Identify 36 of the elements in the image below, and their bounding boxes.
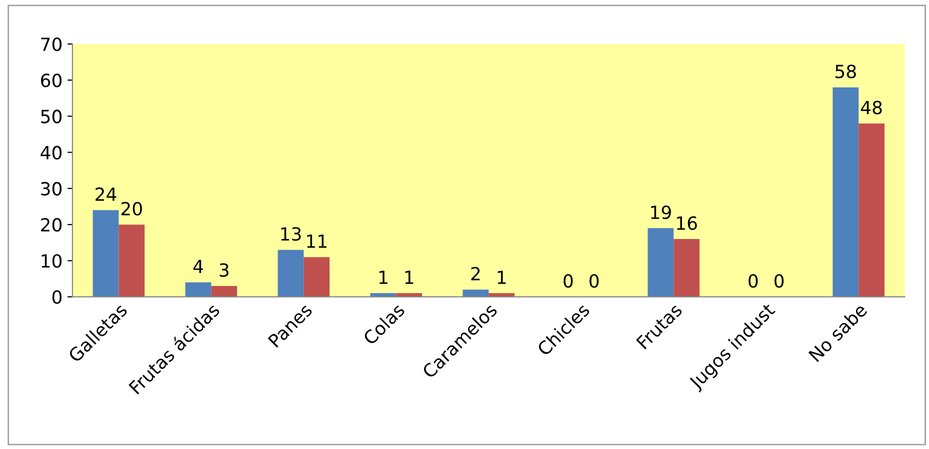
bar	[211, 286, 238, 297]
data-label: 16	[677, 216, 697, 230]
bar	[674, 239, 700, 297]
data-label: 0	[590, 274, 599, 288]
data-label: 0	[748, 274, 758, 288]
data-label: 1	[405, 270, 414, 284]
data-label: 0	[564, 274, 573, 288]
y-tick-label: 20	[41, 218, 62, 232]
data-label: 0	[774, 274, 784, 288]
bar	[832, 87, 859, 297]
bar	[278, 250, 304, 297]
y-tick-label: 10	[42, 254, 62, 268]
data-label: 1	[379, 270, 388, 284]
y-tick-label: 30	[41, 182, 62, 196]
y-tick-label: 60	[41, 74, 62, 88]
data-label: 4	[193, 260, 203, 274]
bar	[185, 282, 212, 297]
data-label: 1	[498, 270, 506, 284]
data-label: 48	[860, 100, 882, 114]
bar	[648, 228, 674, 297]
y-tick-label: 0	[52, 290, 62, 304]
bar	[118, 224, 145, 297]
data-label: 58	[836, 64, 856, 78]
y-tick-label: 50	[41, 110, 62, 124]
data-label: 20	[121, 202, 142, 216]
bar	[304, 257, 330, 297]
data-label: 11	[307, 234, 326, 248]
bar	[92, 210, 119, 297]
y-tick-label: 70	[41, 37, 62, 52]
bar	[858, 123, 884, 297]
y-tick-label: 40	[40, 146, 62, 160]
data-label: 3	[220, 263, 228, 277]
data-label: 13	[281, 227, 301, 241]
data-label: 19	[651, 205, 671, 220]
data-label: 24	[96, 187, 116, 201]
data-label: 2	[471, 266, 480, 280]
